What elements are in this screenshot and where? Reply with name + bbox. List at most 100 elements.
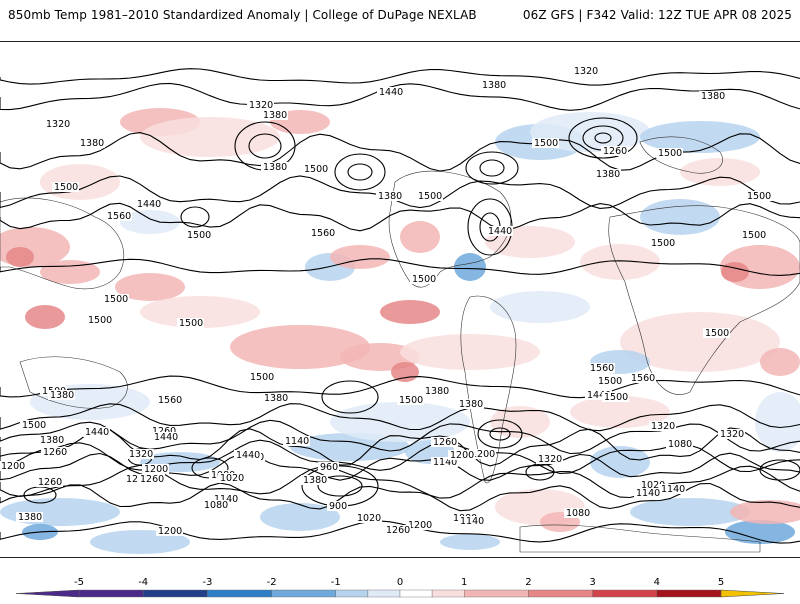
- contour-label: 1140: [285, 436, 309, 447]
- contour-label-bg: [302, 164, 329, 174]
- contour-label-bg: [469, 449, 496, 459]
- contour-label-bg: [78, 138, 105, 148]
- anomaly-patch: [760, 348, 800, 376]
- contour-line: [0, 403, 800, 432]
- contour-label-bg: [666, 439, 693, 449]
- contour-label: 1200: [1, 461, 25, 472]
- anomaly-patch: [260, 503, 340, 531]
- anomaly-patch: [330, 245, 390, 269]
- contour-label-bg: [150, 426, 177, 436]
- contour-label: 1320: [46, 119, 70, 130]
- contour-label-bg: [177, 318, 204, 328]
- colorbar-min-arrow: [15, 589, 80, 598]
- colorbar-segment: [271, 589, 337, 598]
- contour-label-bg: [185, 230, 212, 240]
- contour-line: [0, 258, 800, 276]
- run-valid-time: 06Z GFS | F342 Valid: 12Z TUE APR 08 202…: [522, 8, 792, 22]
- contour-label-bg: [52, 182, 79, 192]
- anomaly-patch: [730, 500, 800, 524]
- contour-label: 1260: [43, 447, 67, 458]
- contour-label-bg: [718, 429, 745, 439]
- contour-label: 1560: [590, 363, 614, 374]
- contour-label-bg: [83, 427, 110, 437]
- anomaly-patch: [580, 244, 660, 280]
- contour-label: 1500: [651, 238, 675, 249]
- contour-label-bg: [124, 474, 151, 484]
- colorbar-segment: [78, 589, 144, 598]
- contour-label-bg: [431, 457, 458, 467]
- colorbar-tick-label: 4: [654, 577, 660, 588]
- contour-label: 1380: [50, 390, 74, 401]
- contour-label-bg: [283, 436, 310, 446]
- contour-label: 1500: [179, 318, 203, 329]
- contour-label-bg: [261, 110, 288, 120]
- contour-label-bg: [594, 169, 621, 179]
- anomaly-patch: [454, 253, 486, 281]
- contour-label: 1380: [80, 138, 104, 149]
- contour-label-bg: [36, 477, 63, 487]
- contour-label-bg: [649, 421, 676, 431]
- contour-label: 1260: [603, 146, 627, 157]
- anomaly-patch: [630, 498, 750, 526]
- contour-label: 1260: [140, 474, 164, 485]
- contour-label-bg: [649, 238, 676, 248]
- contour-label-bg: [142, 464, 169, 474]
- anomaly-patch: [120, 210, 180, 234]
- contour-label-bg: [458, 516, 485, 526]
- contour-label: 1380: [18, 512, 42, 523]
- contour-label-bg: [127, 449, 154, 459]
- anomaly-patch: [25, 305, 65, 329]
- contour-line: [0, 68, 800, 86]
- contour-label-bg: [659, 484, 686, 494]
- contour-label-bg: [397, 395, 424, 405]
- anomaly-shading: [0, 108, 800, 554]
- chart-title: 850mb Temp 1981–2010 Standardized Anomal…: [8, 8, 477, 22]
- coastline-path: [19, 356, 128, 409]
- contour-label: 1560: [631, 373, 655, 384]
- contour-label-bg: [585, 390, 612, 400]
- anomaly-patch: [400, 334, 540, 370]
- contour-closed: [477, 419, 523, 449]
- contour-label: 1200: [471, 449, 495, 460]
- contour-label-bg: [152, 432, 179, 442]
- coastlines: [0, 136, 800, 553]
- contour-label: 1380: [378, 191, 402, 202]
- contour-label-bg: [596, 376, 623, 386]
- contour-label: 900: [329, 501, 347, 512]
- anomaly-patch: [620, 312, 780, 372]
- contour-label: 1380: [264, 393, 288, 404]
- colorbar-segment: [656, 589, 722, 598]
- contour-label-bg: [44, 119, 71, 129]
- contour-label: 1140: [433, 457, 457, 468]
- contour-label: 1440: [488, 226, 512, 237]
- contour-line: [0, 452, 800, 481]
- anomaly-patch: [400, 221, 440, 253]
- contour-label: 1500: [705, 328, 729, 339]
- contour-label: 1380: [303, 475, 327, 486]
- colorbar-tick-label: 3: [589, 577, 595, 588]
- contour-label: 1140: [636, 488, 660, 499]
- contour-label: 1500: [88, 315, 112, 326]
- contour-label: 1140: [460, 516, 484, 527]
- contour-label: 1560: [158, 395, 182, 406]
- anomaly-patch: [380, 300, 440, 324]
- contour-line: [0, 375, 800, 399]
- contour-labels: 1320144013801380132013801260138013201380…: [0, 66, 772, 537]
- contour-closed: [568, 117, 638, 159]
- contour-label: 1080: [204, 500, 228, 511]
- contour-label: 1380: [263, 162, 287, 173]
- colorbar-segment: [528, 589, 593, 598]
- contour-label-bg: [212, 494, 239, 504]
- colorbar-segment: [367, 589, 401, 598]
- colorbar-tick-label: 1: [461, 577, 467, 588]
- contour-label: 1440: [85, 427, 109, 438]
- contour-label-bg: [532, 138, 559, 148]
- contour-label: 1020: [220, 473, 244, 484]
- colorbar-tick-label: -5: [74, 577, 84, 588]
- contour-label-bg: [0, 461, 26, 471]
- contour-label-bg: [355, 513, 382, 523]
- anomaly-patch: [640, 121, 760, 153]
- contour-closed: [321, 380, 379, 414]
- contour-label: 1440: [379, 87, 403, 98]
- colorbar-svg: -5 -4 -3 -2 -1 0 1 2 3 4 5: [15, 577, 785, 598]
